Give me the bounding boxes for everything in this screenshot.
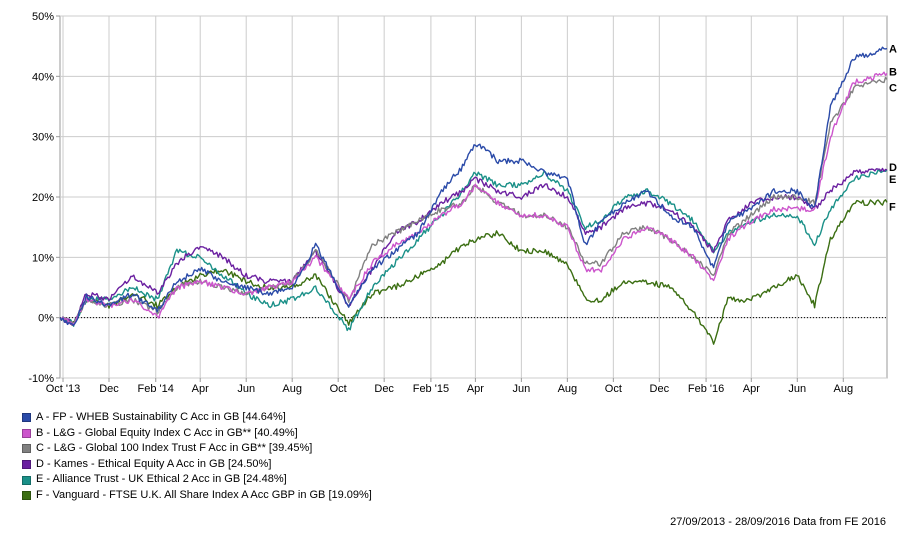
x-tick-label: Dec xyxy=(650,383,670,395)
legend-item-a[interactable]: A - FP - WHEB Sustainability C Acc in GB… xyxy=(22,410,372,426)
y-tick-label: 0% xyxy=(38,313,54,325)
x-tick-label: Aug xyxy=(282,383,302,395)
series-layer xyxy=(59,46,888,345)
legend-swatch xyxy=(22,428,31,438)
x-tick-label: Oct xyxy=(605,383,622,395)
x-tick-label: Apr xyxy=(467,383,484,395)
series-line-b xyxy=(59,71,888,325)
legend-item-d[interactable]: D - Kames - Ethical Equity A Acc in GB [… xyxy=(22,457,372,473)
series-line-f xyxy=(59,199,888,345)
series-end-label-a: A xyxy=(889,44,897,56)
x-tick-label: Feb '14 xyxy=(138,383,174,395)
legend-item-c[interactable]: C - L&G - Global 100 Index Trust F Acc i… xyxy=(22,441,372,457)
legend-label: E - Alliance Trust - UK Ethical 2 Acc in… xyxy=(36,473,287,486)
x-tick-label: Feb '16 xyxy=(688,383,724,395)
legend-swatch xyxy=(22,444,31,454)
x-tick-label: Apr xyxy=(192,383,209,395)
x-tick-label: Jun xyxy=(788,383,806,395)
series-line-d xyxy=(59,167,888,326)
end-labels: F ED CBA xyxy=(889,44,897,214)
x-tick-label: Apr xyxy=(743,383,760,395)
legend-label: F - Vanguard - FTSE U.K. All Share Index… xyxy=(36,488,372,501)
series-end-label-f: F xyxy=(889,201,896,213)
legend-swatch xyxy=(22,413,31,423)
legend-swatch xyxy=(22,475,31,485)
x-axis: Oct '13 Dec Feb '14 Apr Jun Aug Oct Dec Feb '15 A… xyxy=(46,378,853,395)
y-tick-label: -10% xyxy=(28,373,54,385)
x-tick-label: Dec xyxy=(99,383,119,395)
x-tick-label: Dec xyxy=(374,383,394,395)
series-line-a xyxy=(59,46,888,327)
x-tick-label: Feb '15 xyxy=(413,383,449,395)
y-tick-label: 20% xyxy=(32,192,54,204)
series-end-label-e: E xyxy=(889,174,896,186)
legend: A - FP - WHEB Sustainability C Acc in GB… xyxy=(22,410,372,504)
legend-label: A - FP - WHEB Sustainability C Acc in GB… xyxy=(36,411,286,423)
performance-chart: -10% 0% 10% 20% 30% 40% 50% Oct '13 Dec Feb '14 A… xyxy=(28,11,897,395)
y-tick-label: 30% xyxy=(32,132,54,144)
legend-label: B - L&G - Global Equity Index C Acc in G… xyxy=(36,426,298,439)
y-tick-label: 40% xyxy=(32,71,54,83)
series-end-label-b: B xyxy=(889,66,897,78)
legend-swatch xyxy=(22,460,31,470)
x-tick-label: Oct xyxy=(330,383,347,395)
legend-label: D - Kames - Ethical Equity A Acc in GB [… xyxy=(36,457,272,470)
legend-item-b[interactable]: B - L&G - Global Equity Index C Acc in G… xyxy=(22,426,372,442)
y-tick-label: 10% xyxy=(32,252,54,264)
legend-swatch xyxy=(22,491,31,501)
legend-item-f[interactable]: F - Vanguard - FTSE U.K. All Share Index… xyxy=(22,488,372,504)
legend-label: C - L&G - Global 100 Index Trust F Acc i… xyxy=(36,442,313,455)
series-end-label-c: C xyxy=(889,82,897,94)
y-axis: -10% 0% 10% 20% 30% 40% 50% xyxy=(28,11,60,385)
x-tick-label: Jun xyxy=(512,383,530,395)
x-tick-label: Aug xyxy=(833,383,853,395)
x-tick-label: Oct '13 xyxy=(46,383,81,395)
y-tick-label: 50% xyxy=(32,11,54,23)
series-end-label-d: D xyxy=(889,162,897,174)
legend-item-e[interactable]: E - Alliance Trust - UK Ethical 2 Acc in… xyxy=(22,472,372,488)
x-tick-label: Aug xyxy=(558,383,578,395)
x-tick-label: Jun xyxy=(237,383,255,395)
date-range-footer: 27/09/2013 - 28/09/2016 Data from FE 201… xyxy=(670,516,886,528)
